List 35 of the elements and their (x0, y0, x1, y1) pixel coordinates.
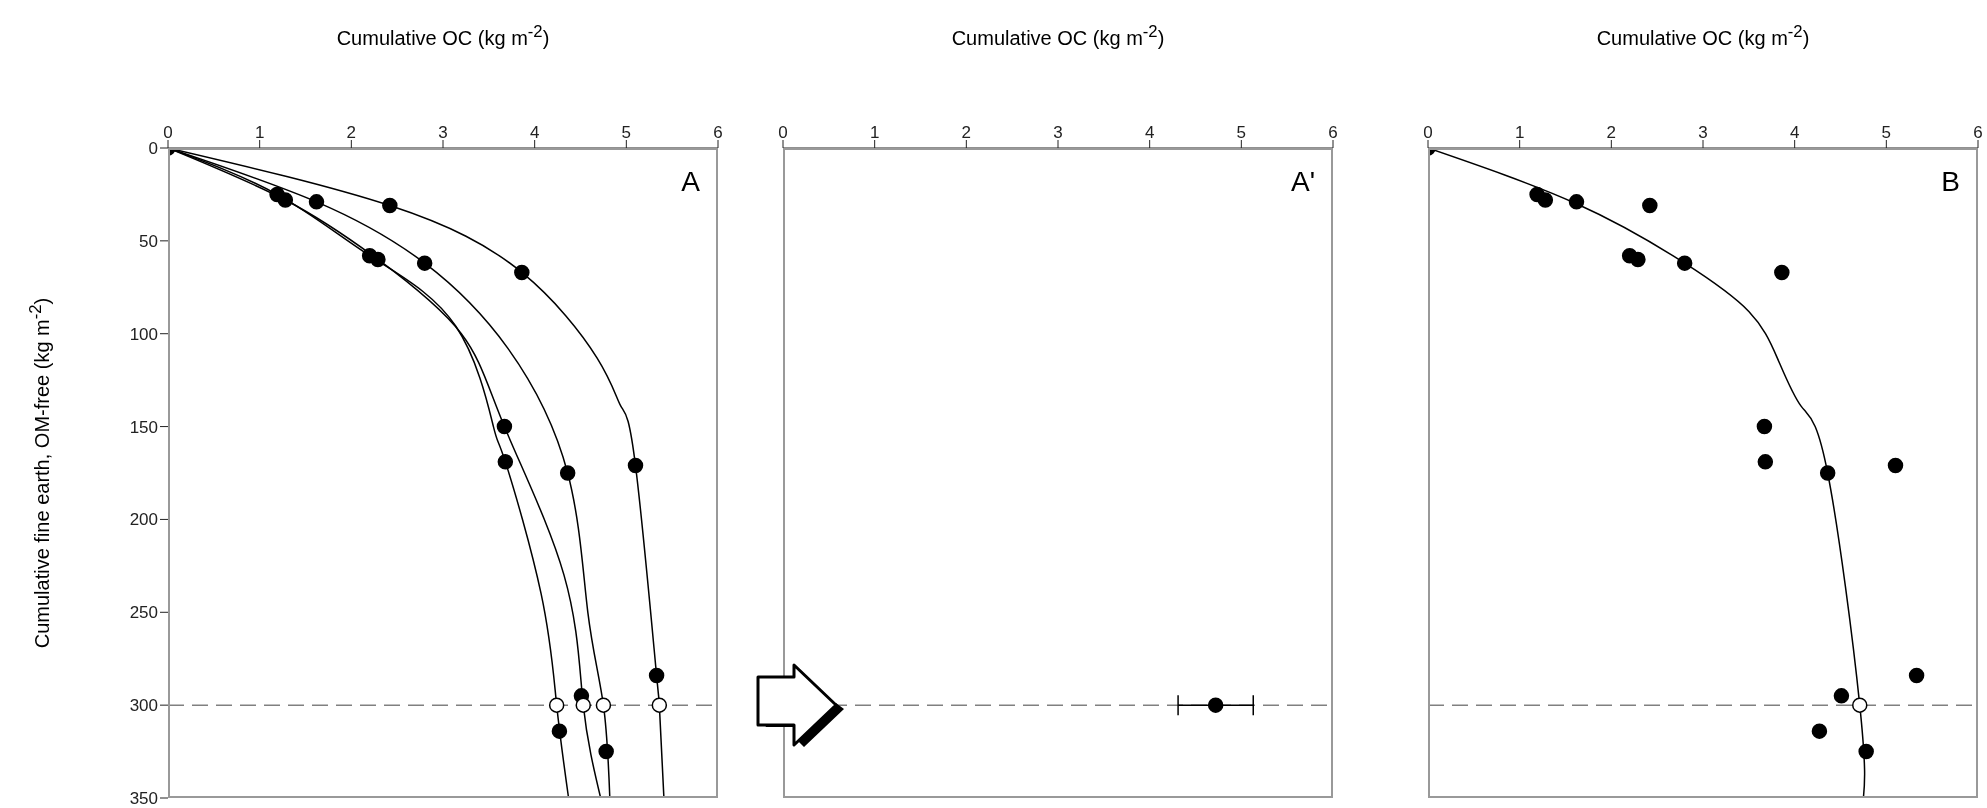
x-tick-label: 3 (438, 123, 448, 142)
x-tick-label: 5 (1881, 123, 1892, 142)
x-tick-label: 0 (163, 123, 173, 142)
x-tick-label: 1 (254, 123, 265, 142)
x-axis-title: Cumulative OC (kg m$^{-2}$) (335, 22, 551, 50)
x-tick-label: 5 (621, 123, 632, 142)
y-tick-label: 50 (139, 231, 158, 251)
x-tick-label: 2 (961, 123, 972, 142)
x-tick-label: 6 (1328, 123, 1338, 142)
y-tick-label: 200 (129, 510, 158, 530)
x-tick-label: 6 (1973, 123, 1983, 142)
y-tick-label: 0 (148, 139, 158, 159)
x-tick-label: 3 (1698, 123, 1708, 142)
annotation: A' (1290, 166, 1315, 198)
x-tick-label: 4 (1144, 123, 1155, 142)
x-tick-label: 1 (869, 123, 880, 142)
x-tick-label: 2 (1606, 123, 1617, 142)
x-tick-label: 2 (346, 123, 357, 142)
x-axis-title: Cumulative OC (kg m$^{-2}$) (1595, 22, 1811, 50)
x-axis-title: Cumulative OC (kg m$^{-2}$) (950, 22, 1166, 50)
x-tick-label: 4 (529, 123, 540, 142)
x-tick-label: 5 (1236, 123, 1247, 142)
x-tick-label: 0 (1423, 123, 1433, 142)
y-tick-label: 100 (129, 324, 158, 344)
y-tick-label: 300 (129, 696, 158, 716)
annotation: B (1941, 166, 1960, 198)
y-tick-label: 250 (129, 603, 158, 623)
x-tick-label: 4 (1789, 123, 1800, 142)
x-tick-label: 0 (778, 123, 788, 142)
annotation: A (681, 166, 700, 198)
x-tick-label: 1 (1514, 123, 1525, 142)
x-tick-label: 3 (1053, 123, 1063, 142)
y-tick-label: 350 (129, 789, 158, 808)
y-tick-label: 150 (129, 417, 158, 437)
x-tick-label: 6 (713, 123, 723, 142)
